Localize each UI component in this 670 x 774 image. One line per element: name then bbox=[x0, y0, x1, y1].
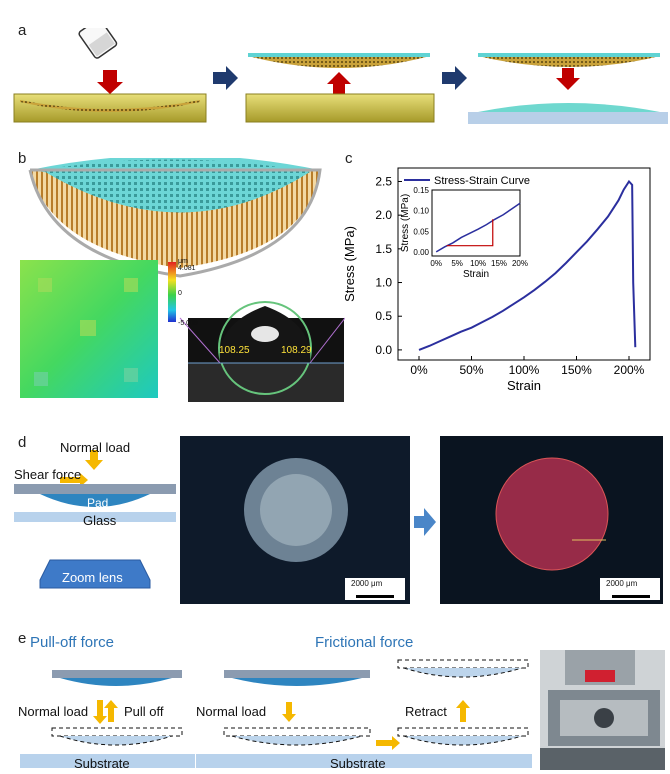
pad-flipped bbox=[478, 53, 660, 67]
glass-label: Glass bbox=[83, 513, 117, 528]
friction-schematic bbox=[196, 659, 532, 768]
zoom-lens-label: Zoom lens bbox=[62, 570, 123, 585]
contact-image-analyzed bbox=[440, 436, 663, 604]
inset-x-tick-label: 10% bbox=[470, 259, 486, 268]
arrow-right-blue bbox=[414, 508, 436, 536]
legend-label: Stress-Strain Curve bbox=[434, 175, 530, 187]
colorbar bbox=[168, 262, 176, 322]
panel-label-d: d bbox=[18, 434, 27, 451]
inset-y-tick-label: 0.00 bbox=[413, 248, 429, 257]
normal-load-label-d: Normal load bbox=[60, 440, 131, 455]
y-tick-label: 0.5 bbox=[375, 309, 392, 323]
y-tick-label: 2.5 bbox=[375, 174, 392, 188]
panel-label-c: c bbox=[345, 150, 353, 167]
inset-x-tick-label: 0% bbox=[430, 259, 442, 268]
x-tick-label: 0% bbox=[410, 363, 428, 377]
inset-y-label: Stress (MPa) bbox=[400, 194, 411, 252]
inset-y-tick-label: 0.10 bbox=[413, 207, 429, 216]
x-tick-label: 100% bbox=[509, 363, 540, 377]
colorbar-unit: μm bbox=[178, 258, 188, 265]
normal-load-label-e1: Normal load bbox=[18, 704, 89, 719]
mold-2 bbox=[245, 93, 435, 123]
up-arrow bbox=[327, 72, 351, 94]
y-tick-label: 1.0 bbox=[375, 276, 392, 290]
pad-on-substrate bbox=[468, 103, 668, 124]
panel-d bbox=[14, 436, 663, 604]
mold-1 bbox=[13, 93, 207, 123]
colorbar-max: 4.081 bbox=[178, 265, 196, 272]
contact-angle-right: 108.29 bbox=[281, 345, 312, 356]
y-tick-label: 2.0 bbox=[375, 208, 392, 222]
right-arrow-2 bbox=[442, 66, 467, 90]
tester-photo bbox=[540, 650, 665, 770]
x-tick-label: 50% bbox=[459, 363, 483, 377]
y-tick-label: 0.0 bbox=[375, 343, 392, 357]
pad-peeled bbox=[248, 53, 430, 68]
half-dome-pad bbox=[28, 158, 322, 278]
y-tick-label: 1.5 bbox=[375, 242, 392, 256]
stress-strain-line bbox=[418, 179, 637, 351]
y-axis-label: Stress (MPa) bbox=[342, 226, 357, 302]
down-arrow-2 bbox=[556, 68, 580, 90]
scalebar-left: 2000 μm bbox=[351, 579, 383, 588]
pulloff-schematic bbox=[20, 670, 195, 768]
colorbar-mid: 0 bbox=[178, 290, 182, 297]
x-tick-label: 150% bbox=[561, 363, 592, 377]
colorbar-min: -5.009 bbox=[178, 320, 198, 327]
contact-angle-image bbox=[179, 301, 345, 402]
beaker-icon bbox=[78, 28, 118, 59]
panel-a-schematic bbox=[13, 28, 668, 124]
panel-label-a: a bbox=[18, 22, 27, 39]
inset-line bbox=[435, 202, 521, 253]
down-arrow-1 bbox=[97, 70, 123, 94]
x-axis-label: Strain bbox=[507, 378, 541, 393]
pulloff-title: Pull-off force bbox=[30, 634, 114, 651]
stress-strain-chart: 0% 50% 100% 150% 200% 0.0 0.5 1.0 1.5 2.0 2.5 Strai… bbox=[342, 167, 651, 393]
contact-image-raw bbox=[180, 436, 410, 604]
inset-x-tick-label: 15% bbox=[491, 259, 507, 268]
x-tick-label: 200% bbox=[614, 363, 645, 377]
panel-e bbox=[20, 650, 665, 770]
setup-schematic bbox=[14, 450, 176, 589]
friction-title: Frictional force bbox=[315, 634, 414, 651]
panel-label-e: e bbox=[18, 630, 27, 647]
inset-x-tick-label: 20% bbox=[512, 259, 528, 268]
substrate-label-2: Substrate bbox=[330, 756, 386, 771]
pull-off-label: Pull off bbox=[124, 704, 164, 719]
inset-slope-triangle bbox=[446, 219, 494, 247]
contact-angle-left: 108.25 bbox=[219, 345, 250, 356]
inset-frame bbox=[431, 189, 521, 257]
height-map bbox=[20, 260, 158, 398]
pad-label: Pad bbox=[87, 496, 109, 510]
inset-x-label: Strain bbox=[463, 269, 489, 280]
right-arrow-1 bbox=[213, 66, 238, 90]
panel-label-b: b bbox=[18, 150, 27, 167]
panel-b bbox=[20, 158, 345, 402]
inset-y-tick-label: 0.15 bbox=[413, 186, 429, 195]
normal-load-label-e2: Normal load bbox=[196, 704, 267, 719]
scalebar-right: 2000 μm bbox=[606, 579, 638, 588]
substrate-label-1: Substrate bbox=[74, 756, 130, 771]
inset-x-tick-label: 5% bbox=[451, 259, 463, 268]
retract-label: Retract bbox=[405, 704, 447, 719]
shear-force-label: Shear force bbox=[14, 467, 82, 482]
inset-y-tick-label: 0.05 bbox=[413, 227, 429, 236]
